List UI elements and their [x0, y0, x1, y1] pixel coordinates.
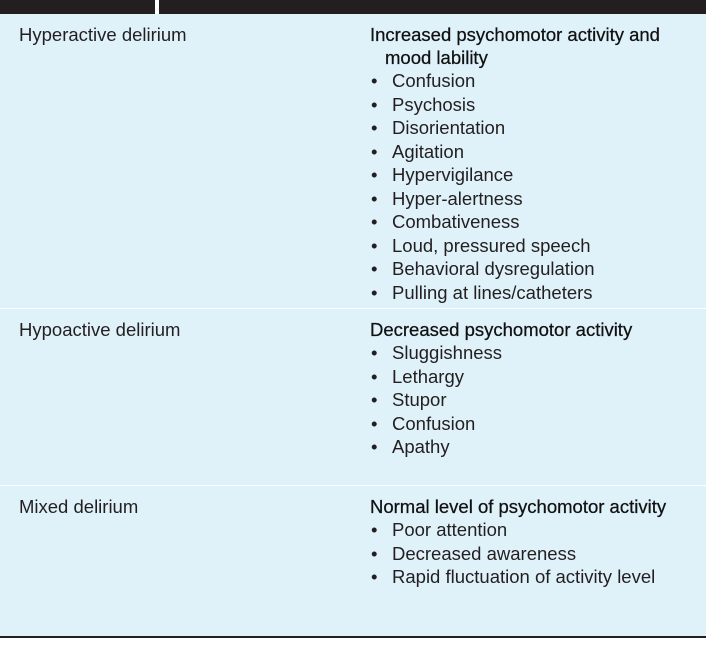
- delirium-type-label: Mixed delirium: [19, 496, 139, 517]
- bullet-icon: •: [371, 436, 378, 457]
- delirium-type-label: Hyperactive delirium: [19, 24, 187, 45]
- symptom-text: Agitation: [392, 140, 464, 162]
- symptom-item: • Agitation: [370, 140, 700, 164]
- symptom-text: Lethargy: [392, 365, 464, 387]
- symptom-text: Pulling at lines/catheters: [392, 281, 593, 303]
- description-heading: Decreased psychomotor activity: [370, 319, 633, 340]
- bullet-icon: •: [371, 140, 378, 162]
- symptom-text: Confusion: [392, 412, 476, 434]
- table-row: Hyperactive delirium Increased psychomot…: [0, 14, 706, 309]
- table-row: Mixed delirium Normal level of psychomot…: [0, 486, 706, 636]
- header-column-divider: [155, 0, 159, 14]
- symptom-text: Loud, pressured speech: [392, 234, 591, 256]
- symptom-item: • Pulling at lines/catheters: [370, 281, 700, 305]
- symptom-text: Decreased awareness: [392, 542, 577, 564]
- symptom-item: • Psychosis: [370, 93, 700, 117]
- symptom-text: Psychosis: [392, 93, 476, 115]
- bullet-icon: •: [371, 566, 378, 587]
- symptom-text: Hypervigilance: [392, 164, 514, 185]
- bullet-icon: •: [371, 93, 378, 115]
- symptom-text: Rapid fluctuation of activity level: [392, 566, 656, 587]
- bullet-icon: •: [371, 117, 378, 138]
- symptom-item: • Hypervigilance: [370, 163, 700, 187]
- table-bottom-rule: [0, 636, 706, 638]
- bullet-icon: •: [371, 519, 378, 540]
- bullet-icon: •: [371, 389, 378, 410]
- delirium-subtypes-table: Hyperactive delirium Increased psychomot…: [0, 14, 706, 636]
- symptom-item: • Hyper-alertness: [370, 187, 700, 211]
- symptom-item: • Lethargy: [370, 365, 700, 389]
- symptom-item: • Rapid fluctuation of activity level: [370, 565, 700, 589]
- symptom-text: Stupor: [392, 389, 447, 410]
- symptom-item: • Confusion: [370, 412, 700, 436]
- description-heading: Increased psychomotor activity and mood …: [370, 24, 660, 68]
- symptom-item: • Stupor: [370, 388, 700, 412]
- symptom-list: • Confusion • Psychosis • Disorientation • A…: [370, 69, 700, 304]
- symptom-item: • Apathy: [370, 435, 700, 459]
- symptom-list: • Poor attention • Decreased awareness • Ra…: [370, 518, 700, 589]
- symptom-item: • Disorientation: [370, 116, 700, 140]
- bullet-icon: •: [371, 187, 378, 209]
- symptom-text: Apathy: [392, 436, 450, 457]
- delirium-description-cell: Decreased psychomotor activity • Sluggish…: [370, 318, 700, 459]
- bullet-icon: •: [371, 542, 378, 564]
- symptom-text: Hyper-alertness: [392, 187, 523, 209]
- symptom-item: • Behavioral dysregulation: [370, 257, 700, 281]
- bullet-icon: •: [371, 258, 378, 279]
- symptom-item: • Sluggishness: [370, 341, 700, 365]
- symptom-text: Combativeness: [392, 211, 520, 232]
- bullet-icon: •: [371, 70, 378, 91]
- symptom-item: • Poor attention: [370, 518, 700, 542]
- symptom-item: • Combativeness: [370, 210, 700, 234]
- delirium-description-cell: Normal level of psychomotor activity • Po…: [370, 495, 700, 589]
- bullet-icon: •: [371, 281, 378, 303]
- symptom-text: Behavioral dysregulation: [392, 258, 595, 279]
- bullet-icon: •: [371, 164, 378, 185]
- delirium-type-label: Hypoactive delirium: [19, 319, 181, 340]
- bullet-icon: •: [371, 234, 378, 256]
- bullet-icon: •: [371, 365, 378, 387]
- bullet-icon: •: [371, 211, 378, 232]
- symptom-list: • Sluggishness • Lethargy • Stupor • Confusi…: [370, 341, 700, 459]
- symptom-text: Disorientation: [392, 117, 506, 138]
- symptom-text: Confusion: [392, 70, 476, 91]
- symptom-item: • Loud, pressured speech: [370, 234, 700, 258]
- symptom-text: Poor attention: [392, 519, 508, 540]
- table-row: Hypoactive delirium Decreased psychomoto…: [0, 309, 706, 486]
- symptom-item: • Decreased awareness: [370, 542, 700, 566]
- bullet-icon: •: [371, 342, 378, 363]
- bullet-icon: •: [371, 412, 378, 434]
- table-header-bar: [0, 0, 706, 14]
- symptom-text: Sluggishness: [392, 342, 503, 363]
- delirium-description-cell: Increased psychomotor activity and mood …: [370, 23, 700, 304]
- description-heading: Normal level of psychomotor activity: [370, 496, 667, 517]
- symptom-item: • Confusion: [370, 69, 700, 93]
